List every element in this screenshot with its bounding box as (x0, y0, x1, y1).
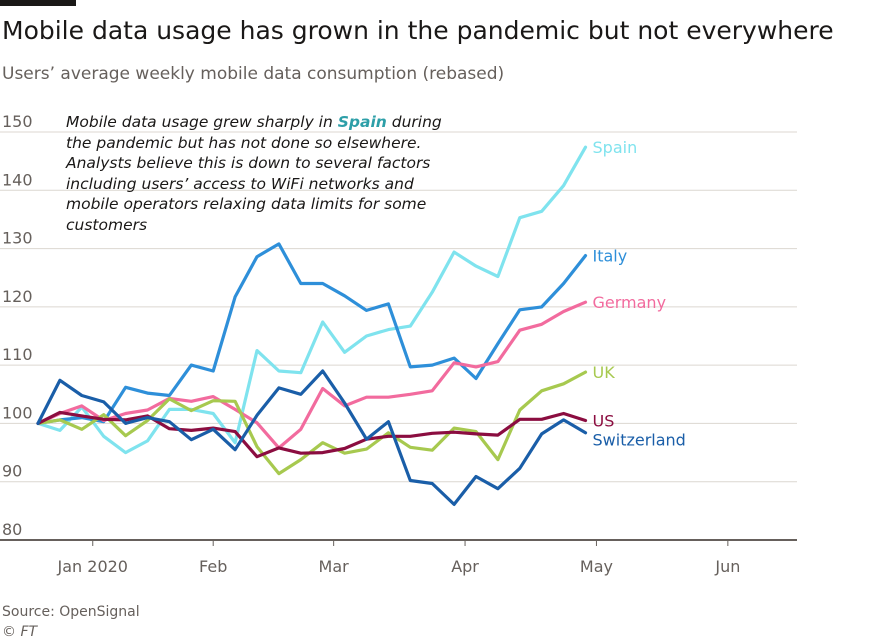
series-label-us: US (593, 412, 615, 431)
x-tick-label: Feb (199, 557, 227, 576)
y-tick-label-80: 80 (2, 520, 22, 539)
series-line-italy (36, 242, 588, 425)
series-line-germany (36, 300, 588, 450)
series-line-uk (36, 370, 588, 476)
chart-title: Mobile data usage has grown in the pande… (2, 16, 834, 45)
series-label-uk: UK (593, 363, 616, 382)
series-label-germany: Germany (593, 293, 667, 312)
series-label-switzerland: Switzerland (593, 431, 686, 450)
annotation-highlight-spain: Spain (337, 113, 387, 131)
annotation-text-start: Mobile data usage grew sharply in (66, 113, 338, 131)
y-tick-label-100: 100 (2, 403, 33, 422)
ft-credit: © FT (2, 624, 38, 640)
chart-subtitle: Users’ average weekly mobile data consum… (2, 64, 505, 84)
x-tick-label: Apr (451, 557, 479, 576)
series-line-us (36, 410, 588, 459)
series-line-spain (36, 145, 588, 455)
y-tick-label-130: 130 (2, 229, 33, 248)
chart-annotation: Mobile data usage grew sharply in Spain … (66, 112, 446, 235)
source-note: Source: OpenSignal (2, 604, 140, 620)
x-tick-label: Jan 2020 (57, 557, 128, 576)
annotation-text-end: during the pandemic but has not done so … (66, 113, 442, 234)
y-tick-label-110: 110 (2, 345, 33, 364)
x-tick-label: Jun (714, 557, 740, 576)
y-tick-label-150: 150 (2, 112, 33, 131)
series-line-switzerland (36, 369, 588, 506)
y-tick-label-120: 120 (2, 287, 33, 306)
ft-brand-bar (0, 0, 76, 6)
series-label-spain: Spain (593, 138, 638, 157)
y-tick-label-90: 90 (2, 462, 22, 481)
x-tick-label: Mar (319, 557, 350, 576)
x-tick-label: May (580, 557, 613, 576)
series-label-italy: Italy (593, 247, 628, 266)
y-tick-label-140: 140 (2, 170, 33, 189)
